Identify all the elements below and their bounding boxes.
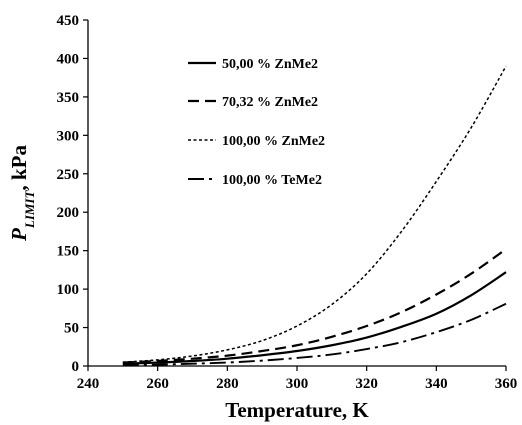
x-tick-label: 300 (286, 376, 309, 392)
x-tick-label: 340 (425, 376, 448, 392)
y-tick-label: 150 (57, 244, 80, 260)
legend-label-4: 100,00 % TeMe2 (222, 173, 322, 188)
plot-area: 0 50 100 150 200 250 300 350 400 450 240 260 280 300… (57, 13, 518, 392)
x-tick-label: 260 (146, 376, 169, 392)
y-tick-label: 0 (72, 359, 80, 375)
series-line-4 (122, 302, 507, 367)
series-line-1 (122, 271, 507, 365)
x-tick-label: 280 (216, 376, 239, 392)
legend-label-3: 100,00 % ZnMe2 (222, 134, 325, 149)
legend-label-2: 70,32 % ZnMe2 (222, 95, 318, 110)
y-axis-title-subscript: LIMIT (22, 190, 37, 230)
series-line-3 (122, 65, 507, 363)
y-axis-title-main: P (7, 228, 31, 242)
y-axis-title: PLIMIT, kPa (7, 145, 37, 242)
y-tick-label: 300 (57, 128, 80, 144)
y-tick-label: 250 (57, 167, 80, 183)
y-tick-label: 450 (57, 13, 80, 29)
legend-label-1: 50,00 % ZnMe2 (222, 57, 318, 72)
legend: 50,00 % ZnMe2 70,32 % ZnMe2 100,00 % ZnMe2… (188, 57, 325, 188)
x-tick-label: 360 (495, 376, 518, 392)
x-axis-ticks: 240 260 280 300 320 340 360 (77, 366, 518, 392)
y-axis-title-suffix: , kPa (7, 145, 31, 191)
series-lines (122, 65, 507, 367)
y-tick-label: 50 (64, 321, 79, 337)
x-tick-label: 240 (77, 376, 100, 392)
y-tick-label: 400 (57, 51, 80, 67)
x-axis-title: Temperature, K (225, 398, 369, 422)
y-tick-label: 100 (57, 282, 80, 298)
y-tick-label: 350 (57, 90, 80, 106)
y-tick-label: 200 (57, 205, 80, 221)
y-axis-ticks: 0 50 100 150 200 250 300 350 400 450 (57, 13, 88, 375)
x-tick-label: 320 (355, 376, 378, 392)
series-line-2 (122, 248, 507, 364)
